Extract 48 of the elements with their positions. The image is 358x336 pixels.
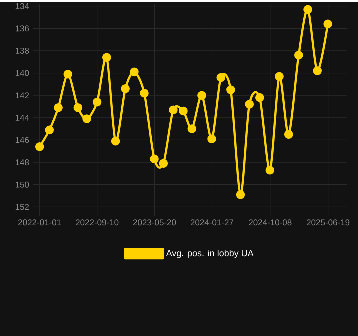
x-tick-label: 2022-09-10 <box>76 220 119 226</box>
point <box>140 88 149 98</box>
point <box>92 98 102 107</box>
point <box>111 136 120 146</box>
point <box>102 53 112 62</box>
point <box>245 100 254 109</box>
point <box>324 20 332 29</box>
x-tick-label: 2023-05-20 <box>133 220 176 226</box>
x-tick-label: 2025-06-19 <box>306 220 350 226</box>
x-tick-label: 2022-01-01 <box>18 220 62 226</box>
y-tick-label: 136 <box>16 26 30 32</box>
point <box>313 66 322 76</box>
point <box>216 73 226 82</box>
point <box>150 154 159 164</box>
point <box>284 130 294 139</box>
y-tick-label: 140 <box>16 70 30 76</box>
y-tick-label: 148 <box>16 159 30 166</box>
point <box>45 126 54 135</box>
x-tick-label: 2024-10-08 <box>249 220 292 226</box>
point <box>35 142 44 152</box>
point <box>74 103 83 112</box>
point <box>121 84 130 94</box>
point <box>54 103 63 112</box>
y-tick-label: 150 <box>16 182 30 188</box>
point <box>130 68 139 77</box>
point <box>275 72 284 81</box>
point <box>255 93 264 102</box>
point <box>226 86 236 94</box>
point <box>236 190 246 200</box>
point <box>169 106 178 114</box>
legend-label: Avg. pos. in lobby UA <box>166 250 254 258</box>
point <box>188 124 197 134</box>
point <box>159 159 168 168</box>
y-tick-label: 152 <box>16 204 30 210</box>
y-tick-label: 134 <box>16 3 30 10</box>
point <box>266 166 275 175</box>
y-tick-label: 138 <box>16 48 30 54</box>
point <box>82 114 92 124</box>
point <box>179 106 188 116</box>
point <box>304 5 312 14</box>
y-tick-label: 146 <box>16 137 30 144</box>
point <box>198 91 206 100</box>
y-tick-label: 142 <box>16 92 30 99</box>
x-tick-label: 2024-01-27 <box>190 220 234 226</box>
point <box>208 134 216 144</box>
point <box>64 70 73 79</box>
y-tick-label: 144 <box>16 114 30 121</box>
point <box>294 50 304 60</box>
